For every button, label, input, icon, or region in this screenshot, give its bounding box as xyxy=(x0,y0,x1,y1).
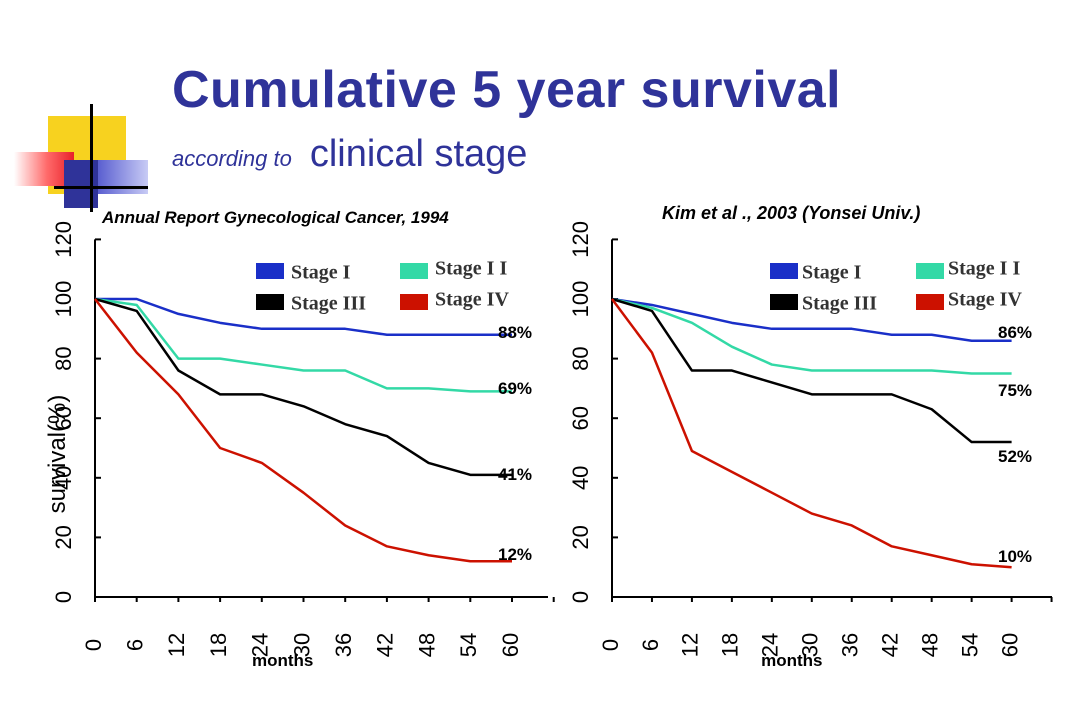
subtitle-large: clinical stage xyxy=(309,133,528,175)
left-end-label-2: 69% xyxy=(498,379,532,398)
right-x-axis-title: months xyxy=(761,651,822,670)
right-y-tick-label: 20 xyxy=(568,525,593,549)
left-x-tick-label: 42 xyxy=(373,633,398,657)
right-y-tick-label: 100 xyxy=(568,281,593,318)
right-x-tick-label: 18 xyxy=(718,633,743,657)
right-x-tick-label: 36 xyxy=(838,633,863,657)
right-end-label-4: 10% xyxy=(998,547,1032,566)
subtitle-small: according to xyxy=(172,146,292,171)
left-end-label-3: 41% xyxy=(498,465,532,484)
right-series-line-3 xyxy=(611,297,1012,444)
left-y-tick-label: 100 xyxy=(51,281,76,318)
right-x-tick-label: 6 xyxy=(638,639,663,651)
right-legend-label-4: Stage IV xyxy=(948,289,1022,311)
right-legend-swatch-2 xyxy=(916,263,944,279)
left-legend-label-4: Stage IV xyxy=(435,289,509,311)
page-subtitle: according to clinical stage xyxy=(172,133,527,176)
right-legend-label-3: Stage III xyxy=(802,293,877,315)
right-x-tick-label: 30 xyxy=(798,633,823,657)
left-legend-swatch-2 xyxy=(400,263,428,279)
left-end-label-1: 88% xyxy=(498,323,532,342)
right-legend-label-1: Stage I xyxy=(802,262,862,284)
chart-right-source: Kim et al ., 2003 (Yonsei Univ.) xyxy=(662,203,921,223)
right-series-line-4 xyxy=(610,298,1012,569)
left-x-tick-label: 54 xyxy=(456,633,481,657)
left-legend-label-1: Stage I xyxy=(291,262,351,284)
left-x-tick-label: 0 xyxy=(81,639,106,651)
right-x-tick-label: 54 xyxy=(957,633,982,657)
right-y-tick-label: 120 xyxy=(568,221,593,258)
left-x-tick-label: 48 xyxy=(414,633,439,657)
left-y-tick-label: 60 xyxy=(51,406,76,430)
right-y-tick-label: 0 xyxy=(568,591,593,603)
right-y-tick-label: 40 xyxy=(568,466,593,490)
right-legend-label-2: Stage I I xyxy=(948,258,1020,280)
right-end-label-2: 75% xyxy=(998,381,1032,400)
decor-horizontal-line xyxy=(54,186,148,189)
left-y-tick-label: 40 xyxy=(51,466,76,490)
right-legend-swatch-3 xyxy=(770,294,798,310)
left-legend-label-2: Stage I I xyxy=(435,258,507,280)
left-x-tick-label: 36 xyxy=(331,633,356,657)
right-legend-swatch-4 xyxy=(916,294,944,310)
left-series-line-3 xyxy=(94,297,512,477)
left-y-tick-label: 120 xyxy=(51,221,76,258)
left-y-tick-label: 0 xyxy=(51,591,76,603)
right-x-tick-label: 60 xyxy=(997,633,1022,657)
left-x-tick-label: 18 xyxy=(206,633,231,657)
right-legend-swatch-1 xyxy=(770,263,798,279)
right-y-tick-label: 60 xyxy=(568,406,593,430)
left-x-tick-label: 6 xyxy=(123,639,148,651)
page-title: Cumulative 5 year survival xyxy=(172,61,842,119)
left-legend-label-3: Stage III xyxy=(291,293,366,315)
right-x-tick-label: 12 xyxy=(678,633,703,657)
right-x-tick-label: 0 xyxy=(598,639,623,651)
left-series-line-4 xyxy=(94,298,512,563)
left-legend-swatch-1 xyxy=(256,263,284,279)
left-x-tick-label: 60 xyxy=(498,633,523,657)
left-end-label-4: 12% xyxy=(498,545,532,564)
left-series-line-1 xyxy=(95,297,512,337)
decor-vertical-line xyxy=(90,104,93,212)
left-legend-swatch-3 xyxy=(256,294,284,310)
right-y-tick-label: 80 xyxy=(568,346,593,370)
right-series-line-1 xyxy=(611,297,1012,342)
left-x-tick-label: 24 xyxy=(248,633,273,657)
right-end-label-3: 52% xyxy=(998,447,1032,466)
right-x-tick-label: 48 xyxy=(917,633,942,657)
left-x-axis-title: months xyxy=(252,651,313,670)
right-series-line-2 xyxy=(611,297,1012,375)
left-x-tick-label: 30 xyxy=(289,633,314,657)
left-y-tick-label: 20 xyxy=(51,525,76,549)
left-series-line-2 xyxy=(94,297,512,393)
left-y-tick-label: 80 xyxy=(51,346,76,370)
right-x-tick-label: 42 xyxy=(878,633,903,657)
left-x-tick-label: 12 xyxy=(164,633,189,657)
left-legend-swatch-4 xyxy=(400,294,428,310)
chart-left-source: Annual Report Gynecological Cancer, 1994 xyxy=(102,208,449,227)
right-end-label-1: 86% xyxy=(998,323,1032,342)
right-x-tick-label: 24 xyxy=(758,633,783,657)
